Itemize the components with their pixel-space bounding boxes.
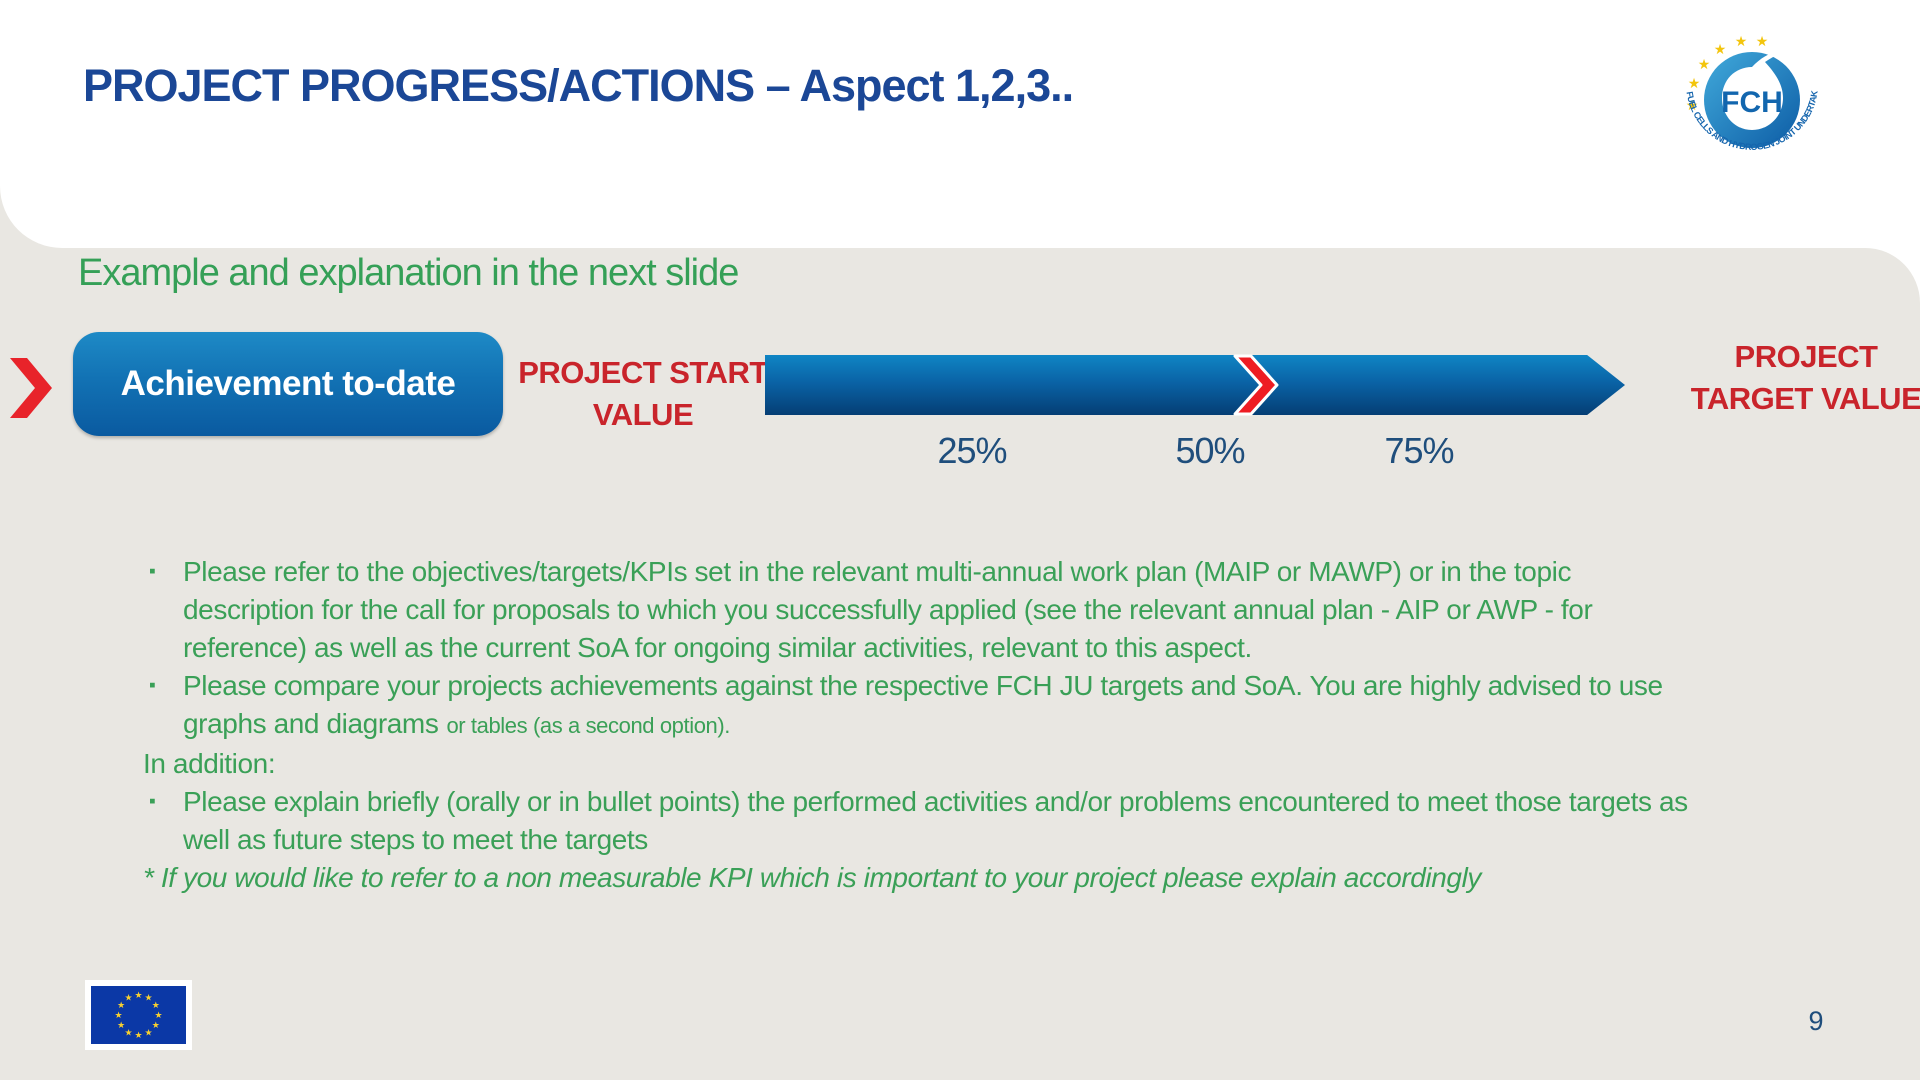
logo-stars: ★ ★ ★ ★ ★ ★	[1686, 33, 1769, 113]
small-note: or tables (as a second option).	[446, 713, 731, 738]
achievement-to-date-badge: Achievement to-date	[73, 332, 503, 436]
svg-text:★: ★	[152, 1020, 160, 1030]
notes-list: ▪ Please refer to the objectives/targets/…	[143, 553, 1708, 897]
svg-text:★: ★	[117, 1000, 125, 1010]
svg-text:★: ★	[1688, 75, 1701, 91]
header-band	[0, 0, 1920, 248]
tick-25: 25%	[937, 430, 1007, 471]
svg-text:★: ★	[1698, 56, 1711, 72]
svg-text:★: ★	[154, 1010, 162, 1020]
progress-arrow-bar	[765, 355, 1625, 415]
svg-text:★: ★	[124, 993, 132, 1003]
svg-text:★: ★	[114, 1010, 122, 1020]
page-number: 9	[1808, 1006, 1824, 1036]
logo-acronym: FCH	[1721, 86, 1783, 119]
slide-subtitle: Example and explanation in the next slid…	[78, 252, 739, 294]
svg-text:★: ★	[134, 1030, 142, 1040]
tick-50: 50%	[1175, 430, 1245, 471]
svg-text:★: ★	[134, 990, 142, 1000]
fch-logo: FCH ★ ★ ★ ★ ★ ★ FUEL CELLS AND HYDROGEN …	[1658, 4, 1842, 192]
page-title: PROJECT PROGRESS/ACTIONS – Aspect 1,2,3.…	[83, 60, 1074, 111]
eu-flag-stars: ★ ★ ★ ★ ★ ★ ★ ★ ★ ★ ★ ★	[114, 990, 162, 1040]
eu-flag: ★ ★ ★ ★ ★ ★ ★ ★ ★ ★ ★ ★	[85, 980, 192, 1050]
project-start-value-label: PROJECT START VALUE	[518, 355, 768, 432]
bullet-square-icon: ▪	[149, 561, 156, 582]
svg-text:★: ★	[1714, 41, 1727, 57]
bullet-square-icon: ▪	[149, 791, 156, 812]
progress-marker-chevron-icon	[1228, 350, 1282, 420]
svg-text:★: ★	[1686, 97, 1699, 113]
svg-text:★: ★	[1756, 33, 1769, 49]
logo-drop-shape	[1722, 49, 1789, 131]
svg-text:★: ★	[144, 1027, 152, 1037]
fch-logo-graphic: FCH ★ ★ ★ ★ ★ ★ FUEL CELLS AND HYDROGEN …	[1658, 4, 1819, 152]
tick-75: 75%	[1384, 430, 1454, 471]
list-item: ▪ Please explain briefly (orally or in bu…	[143, 783, 1708, 859]
chevron-right-icon	[8, 356, 54, 420]
footnote: * If you would like to refer to a non me…	[143, 862, 1482, 893]
svg-text:★: ★	[144, 993, 152, 1003]
list-item: In addition:	[143, 748, 276, 779]
list-item: ▪ Please compare your projects achievemen…	[143, 667, 1708, 745]
bullet-square-icon: ▪	[149, 675, 156, 696]
project-target-value-label: PROJECT TARGET VALUE	[1690, 339, 1920, 416]
list-item: ▪ Please refer to the objectives/targets/…	[143, 553, 1708, 667]
svg-text:★: ★	[124, 1027, 132, 1037]
svg-text:★: ★	[117, 1020, 125, 1030]
svg-text:★: ★	[152, 1000, 160, 1010]
svg-text:★: ★	[1735, 33, 1748, 49]
achievement-label: Achievement to-date	[120, 364, 456, 403]
